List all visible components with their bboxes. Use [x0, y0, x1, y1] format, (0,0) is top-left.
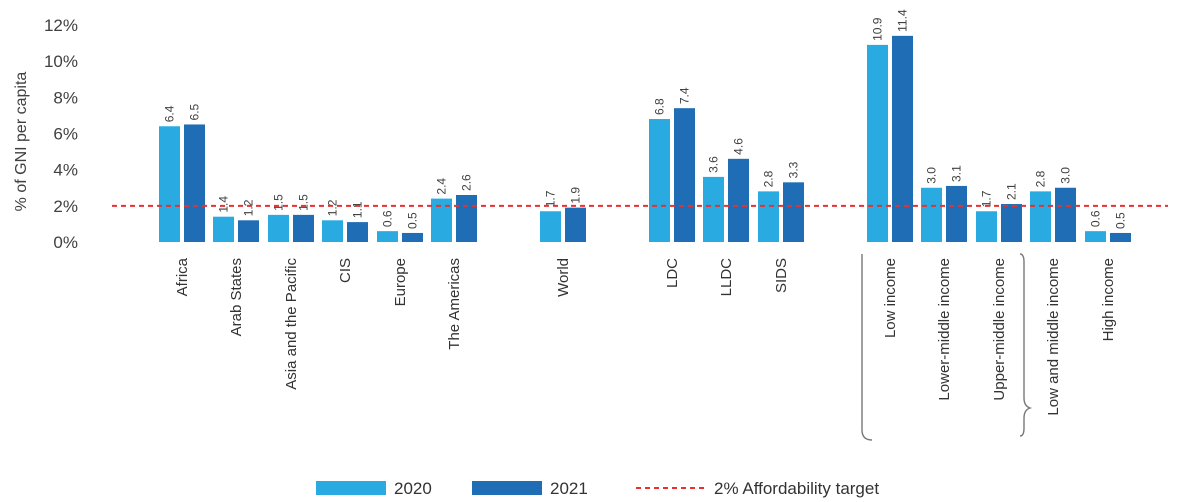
data-label: 0.5: [1114, 212, 1128, 229]
data-label: 2.1: [1005, 183, 1019, 200]
category-label: Africa: [174, 257, 191, 296]
data-label: 1.2: [242, 199, 256, 216]
category-labels: Africa Arab States Asia and the Pacific CIS…: [174, 257, 1117, 415]
y-axis-title: % of GNI per capita: [13, 72, 30, 212]
category-label: Europe: [392, 258, 409, 306]
legend: 2020 2021 2% Affordability target: [316, 479, 879, 498]
data-label: 0.5: [406, 212, 420, 229]
bar-2020: [1030, 191, 1051, 242]
data-label: 7.4: [678, 87, 692, 104]
bar-2020: [976, 211, 997, 242]
bar-2021: [184, 124, 205, 242]
data-label: 3.6: [707, 156, 721, 173]
bar-2020: [322, 220, 343, 242]
data-label: 2.4: [435, 178, 449, 195]
data-label: 2.6: [460, 174, 474, 191]
data-label: 3.0: [1059, 167, 1073, 184]
data-label: 0.6: [381, 210, 395, 227]
category-label: Upper-middle income: [991, 258, 1008, 401]
data-label: 4.6: [732, 138, 746, 155]
bar-2020: [268, 214, 289, 242]
category-label: LDC: [664, 258, 681, 288]
data-label: 3.1: [950, 165, 964, 182]
data-label: 1.5: [297, 194, 311, 211]
legend-label-target: 2% Affordability target: [714, 479, 879, 498]
data-label: 10.9: [871, 17, 885, 41]
bar-2020: [213, 216, 234, 242]
data-label: 1.5: [272, 194, 286, 211]
bar-2021: [1055, 187, 1076, 242]
legend-label-2021: 2021: [550, 479, 588, 498]
bar-2021: [1110, 232, 1131, 242]
left-bracket: [861, 254, 873, 441]
data-label: 1.7: [980, 190, 994, 207]
category-label: Low income: [882, 258, 899, 338]
bar-2020: [540, 211, 561, 242]
legend-label-2020: 2020: [394, 479, 432, 498]
data-label: 3.3: [787, 161, 801, 178]
data-label: 1.7: [544, 190, 558, 207]
bar-2020: [431, 198, 452, 242]
bar-2020: [703, 176, 724, 242]
legend-swatch-2021: [472, 481, 542, 495]
category-label: Arab States: [228, 258, 245, 336]
data-label: 3.0: [925, 167, 939, 184]
y-tick-label: 10%: [44, 52, 78, 71]
bar-2020: [758, 191, 779, 242]
y-tick-label: 6%: [53, 125, 78, 144]
category-label: Lower-middle income: [936, 258, 953, 401]
bar-2020: [377, 231, 398, 242]
bar-2020: [649, 119, 670, 242]
bar-2020: [921, 187, 942, 242]
category-label: Asia and the Pacific: [283, 258, 300, 390]
bar-2021: [402, 232, 423, 242]
bar-2021: [1001, 204, 1022, 242]
category-label: CIS: [337, 258, 354, 283]
data-label: 6.5: [188, 103, 202, 120]
value-labels: 6.4 6.5 1.4 1.2 1.5 1.5 1.2 1.1 0.6 0.5 2.4 2.6 1.7 1…: [163, 9, 1128, 229]
data-label: 2.8: [1034, 170, 1048, 187]
bar-2021: [674, 108, 695, 242]
category-label: World: [555, 258, 572, 297]
category-label: High income: [1100, 258, 1117, 341]
bar-2021: [347, 222, 368, 242]
bar-2021: [238, 220, 259, 242]
data-label: 11.4: [896, 9, 910, 32]
y-axis: 0% 2% 4% 6% 8% 10% 12%: [44, 16, 78, 252]
data-label: 6.4: [163, 105, 177, 122]
y-tick-label: 8%: [53, 88, 78, 107]
bar-2021: [946, 185, 967, 242]
data-label: 6.8: [653, 98, 667, 115]
bar-2021: [565, 207, 586, 242]
income-group-brace: [861, 253, 1033, 441]
bar-2020: [159, 126, 180, 242]
bar-2021: [456, 194, 477, 242]
data-label: 1.1: [351, 201, 365, 218]
right-brace: [1019, 253, 1033, 437]
category-label: Low and middle income: [1045, 258, 1062, 416]
category-label: LLDC: [718, 258, 735, 297]
data-label: 2.8: [762, 170, 776, 187]
y-tick-label: 0%: [53, 233, 78, 252]
bars: [159, 35, 1131, 243]
y-tick-label: 4%: [53, 161, 78, 180]
bar-2021: [728, 158, 749, 242]
bar-2021: [783, 182, 804, 242]
category-label: SIDS: [773, 258, 790, 293]
bar-2021: [293, 214, 314, 242]
data-label: 0.6: [1089, 210, 1103, 227]
data-label: 1.2: [326, 199, 340, 216]
bar-2020: [1085, 231, 1106, 242]
legend-swatch-2020: [316, 481, 386, 495]
bar-2020: [867, 44, 888, 243]
category-label: The Americas: [446, 258, 463, 350]
data-label: 1.9: [569, 187, 583, 204]
y-tick-label: 2%: [53, 197, 78, 216]
data-label: 1.4: [217, 196, 231, 213]
y-tick-label: 12%: [44, 16, 78, 35]
bar-2021: [892, 35, 913, 242]
